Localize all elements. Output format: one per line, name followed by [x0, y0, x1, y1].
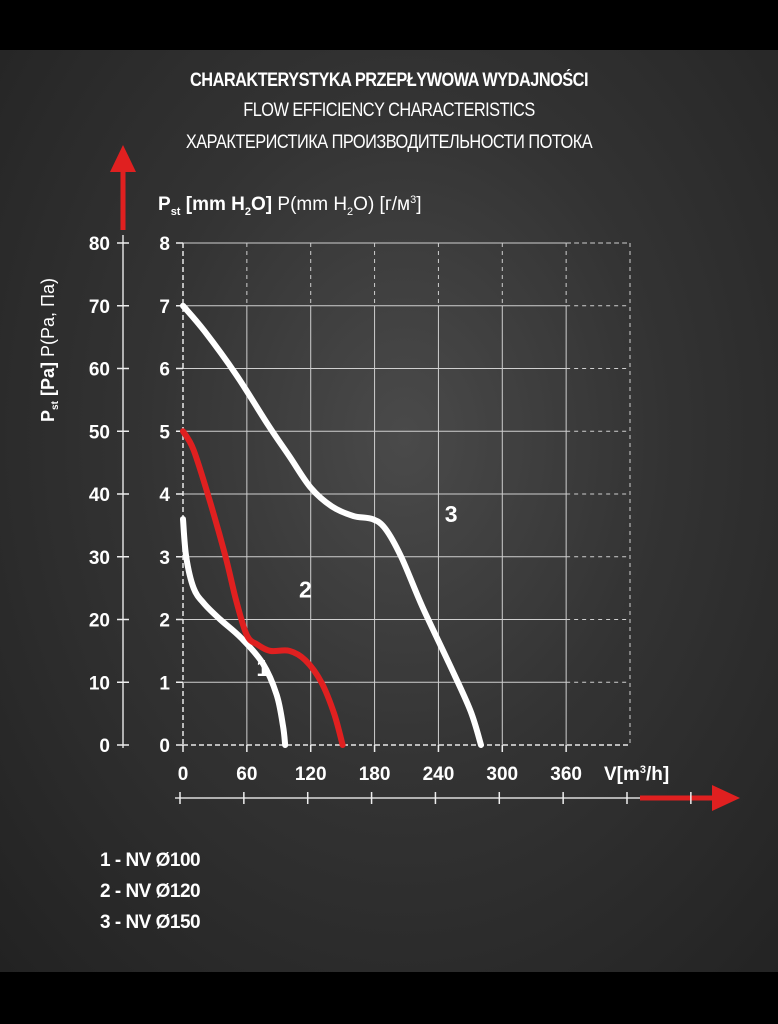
- y-tick-label: 5: [159, 422, 170, 443]
- y-tick-label-secondary: 10: [89, 673, 110, 694]
- y-tick-label: 6: [159, 360, 170, 381]
- x-tick-label: 60: [236, 764, 257, 785]
- y-tick-label: 3: [159, 548, 170, 569]
- y-tick-label-secondary: 20: [89, 611, 110, 632]
- x-tick-label: 120: [295, 764, 327, 785]
- y-tick-label-secondary: 0: [99, 736, 110, 757]
- y-tick-label-secondary: 30: [89, 548, 110, 569]
- y-tick-label: 0: [159, 736, 170, 757]
- series-line-3: [180, 302, 484, 748]
- series-label-1: 1: [256, 655, 269, 681]
- series-line-2: [180, 428, 346, 748]
- legend-item-2: 2 - NV Ø120: [100, 881, 201, 902]
- title-english: FLOW EFFICIENCY CHARACTERISTICS: [243, 100, 535, 121]
- chart-panel: CHARAKTERYSTYKA PRZEPŁYWOWA WYDAJNOŚCI F…: [0, 50, 778, 972]
- x-tick-label: 0: [178, 764, 189, 785]
- title-russian: ХАРАКТЕРИСТИКА ПРОИЗВОДИТЕЛЬНОСТИ ПОТОКА: [185, 132, 593, 153]
- series-label-3: 3: [445, 501, 458, 527]
- x-tick-label: 180: [359, 764, 391, 785]
- x-axis-label: V[m3/h]: [604, 764, 669, 785]
- x-tick-label: 240: [423, 764, 455, 785]
- x-tick-label: 360: [550, 764, 582, 785]
- x-tick-label: 300: [486, 764, 518, 785]
- y-tick-label-secondary: 40: [89, 485, 110, 506]
- series-label-2: 2: [299, 577, 312, 603]
- flow-chart: Pst [mm H2O] P(mm H2O) [г/м3] Pst [Pa] P…: [38, 145, 740, 811]
- series-line-1: [180, 516, 289, 748]
- y-tick-label-secondary: 70: [89, 297, 110, 318]
- y-tick-label-secondary: 60: [89, 360, 110, 381]
- legend-item-3: 3 - NV Ø150: [100, 912, 201, 933]
- y-tick-label: 4: [159, 485, 170, 506]
- y-tick-label-secondary: 50: [89, 422, 110, 443]
- y-axis-arrow-head: [110, 145, 136, 172]
- title-polish: CHARAKTERYSTYKA PRZEPŁYWOWA WYDAJNOŚCI: [190, 70, 589, 91]
- y-tick-label-secondary: 80: [89, 234, 110, 255]
- y-tick-label: 8: [159, 234, 170, 255]
- y-axis-label-inner: Pst [mm H2O] P(mm H2O) [г/м3]: [158, 194, 422, 218]
- legend: 1 - NV Ø100 2 - NV Ø120 3 - NV Ø150: [100, 845, 201, 938]
- y-axis-label-outer: Pst [Pa] P(Pa, Па): [38, 278, 61, 422]
- y-tick-label: 2: [159, 611, 170, 632]
- legend-item-1: 1 - NV Ø100: [100, 850, 201, 871]
- y-tick-label: 1: [159, 673, 170, 694]
- y-tick-label: 7: [159, 297, 170, 318]
- x-axis-arrow-head: [712, 785, 740, 811]
